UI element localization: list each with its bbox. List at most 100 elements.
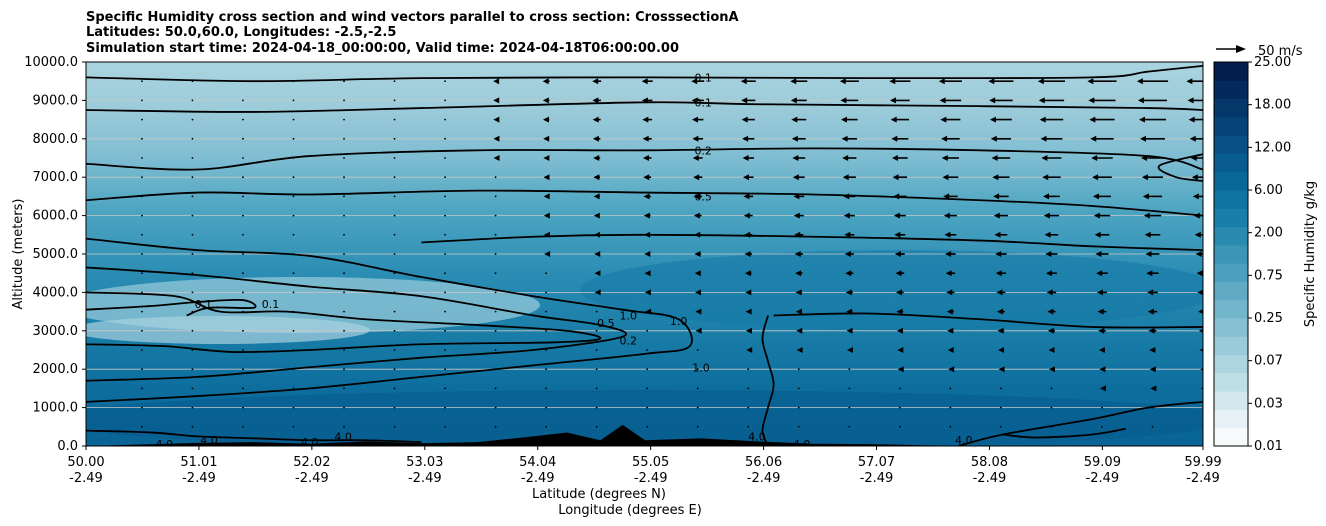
wind-vector: [444, 233, 446, 236]
humidity-blobs: [86, 250, 1203, 446]
wind-vector-head: [592, 116, 599, 123]
wind-vector: [848, 425, 851, 428]
wind-vector-head: [791, 135, 798, 142]
contour-label: 0.1: [694, 96, 712, 109]
wind-vector: [898, 425, 901, 428]
wind-vector-head: [845, 270, 852, 277]
contour-line: [86, 266, 627, 382]
wind-vector: [191, 80, 194, 83]
contour-label: 0.1: [262, 298, 280, 311]
wind-vector-head: [795, 270, 802, 277]
wind-vector: [444, 425, 446, 428]
contour-line: [86, 298, 257, 317]
wind-vector-head: [1138, 116, 1145, 123]
x-tick-label-lat: 59.09: [1084, 455, 1121, 470]
wind-vector-head: [1043, 193, 1050, 200]
x-tick-label-lon: -2.49: [1186, 471, 1220, 486]
wind-vector-head: [594, 251, 601, 257]
contour-label: 4.0: [334, 430, 352, 443]
y-tick-label: 10000.0: [24, 55, 78, 70]
colorbar-segment: [1214, 62, 1248, 81]
x-tick-label-lon: -2.49: [860, 471, 894, 486]
wind-vector: [141, 157, 143, 159]
colorbar-tick-label: 0.75: [1254, 268, 1283, 283]
wind-vector: [292, 349, 295, 351]
colorbar-tick-label: 25.00: [1254, 55, 1291, 70]
wind-vector: [191, 406, 194, 409]
x-axis: 50.00-2.4951.01-2.4952.02-2.4953.03-2.49…: [67, 446, 1222, 486]
wind-vector-head: [1092, 193, 1099, 200]
wind-vector-head: [994, 231, 1001, 238]
wind-vector-head: [694, 251, 701, 257]
wind-vector: [393, 310, 396, 313]
wind-vector: [191, 195, 194, 198]
wind-vector-head: [998, 366, 1005, 373]
wind-vector: [444, 368, 446, 371]
wind-vector-head: [692, 135, 699, 142]
wind-vector-head: [744, 231, 751, 238]
wind-vector-head: [1149, 366, 1156, 373]
wind-vector: [191, 157, 194, 159]
wind-vector: [141, 329, 143, 332]
wind-vector: [292, 80, 295, 83]
colorbar-segment: [1214, 409, 1248, 429]
wind-vector-head: [694, 270, 701, 277]
wind-vector: [242, 253, 244, 255]
wind-vector-head: [1196, 270, 1203, 277]
wind-vector: [191, 118, 194, 121]
x-tick-label-lat: 53.03: [406, 455, 443, 470]
wind-vector: [393, 349, 396, 351]
colorbar-tick-label: 12.00: [1254, 140, 1291, 155]
wind-vector-head: [493, 116, 500, 123]
wind-vector: [393, 195, 396, 198]
wind-vector: [595, 406, 598, 409]
wind-vector-head: [1047, 308, 1054, 315]
wind-vector-head: [644, 289, 651, 296]
wind-vector-head: [841, 135, 848, 142]
wind-vector: [393, 118, 396, 121]
wind-vector: [393, 272, 396, 275]
wind-vector: [494, 291, 497, 294]
wind-vector-head: [745, 308, 752, 315]
wind-vector: [393, 291, 396, 294]
wind-vector-head: [947, 327, 954, 334]
wind-vector-head: [691, 78, 698, 85]
wind-vector-head: [1192, 193, 1199, 200]
wind-vector: [898, 387, 901, 390]
wind-vector-head: [945, 270, 952, 277]
wind-vector: [444, 406, 446, 409]
wind-vector-head: [892, 174, 899, 181]
wind-vector: [242, 329, 244, 332]
wind-vector-head: [1093, 212, 1100, 219]
wind-vector: [393, 329, 396, 332]
wind-vector: [242, 310, 244, 313]
colorbar-segment: [1214, 354, 1248, 374]
x-tick-label-lat: 52.02: [293, 455, 330, 470]
wind-vector-head: [543, 212, 550, 219]
wind-vector-head: [989, 97, 996, 104]
wind-vector-head: [742, 174, 749, 181]
wind-vector: [141, 310, 143, 313]
wind-vector-head: [1193, 212, 1200, 219]
wind-vector-head: [1142, 193, 1149, 200]
wind-vector: [494, 272, 497, 275]
wind-vector-head: [1144, 231, 1151, 238]
wind-vector-head: [593, 155, 600, 161]
y-tick-label: 3000.0: [33, 324, 79, 339]
wind-vector: [343, 157, 345, 159]
wind-vector: [343, 137, 345, 140]
wind-vector-head: [998, 347, 1005, 353]
colorbar-segment: [1214, 391, 1248, 410]
wind-vector-head: [997, 308, 1004, 315]
wind-vector: [494, 253, 497, 255]
wind-vector-head: [1096, 270, 1103, 277]
wind-vector: [696, 425, 699, 428]
wind-vector: [141, 80, 143, 83]
wind-vector: [292, 137, 295, 140]
y-tick-label: 5000.0: [33, 247, 79, 262]
wind-vector-head: [1194, 231, 1201, 238]
wind-vector-head: [1088, 97, 1095, 104]
wind-vector: [444, 272, 446, 275]
colorbar-tick-label: 0.01: [1254, 439, 1283, 454]
wind-vector-head: [1139, 135, 1146, 142]
